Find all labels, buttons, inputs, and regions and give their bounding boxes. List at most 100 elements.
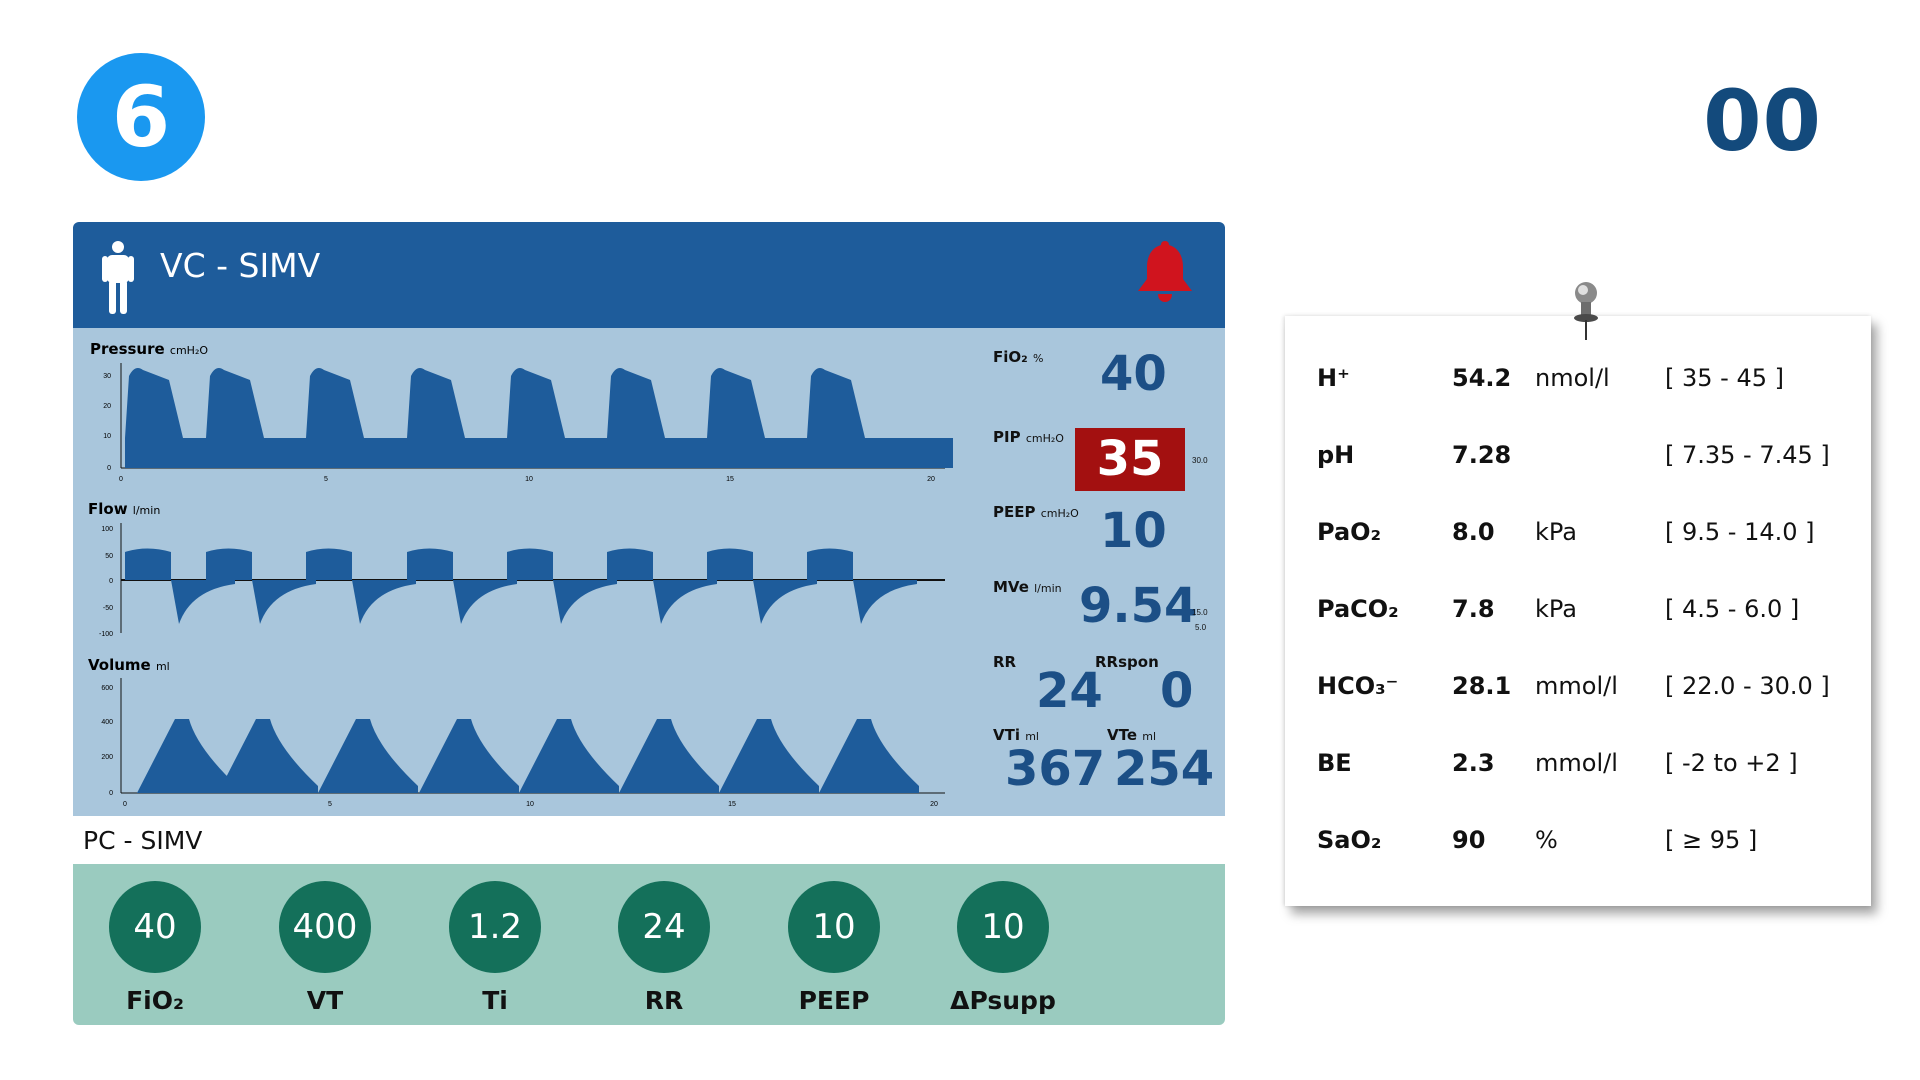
flow-plot: Flow l/min 100 50 0 -50 -100 bbox=[88, 500, 945, 638]
lab-row: SaO₂ 90 % [ ≥ 95 ] bbox=[1285, 826, 1871, 866]
knob-fio2[interactable]: 40 bbox=[109, 881, 201, 973]
peep-value: 10 bbox=[1100, 503, 1167, 559]
vte-value: 254 bbox=[1114, 741, 1215, 797]
lab-name: pH bbox=[1317, 441, 1355, 469]
timer: 00 bbox=[1703, 72, 1822, 170]
pressure-ytick: 20 bbox=[103, 403, 111, 410]
lab-value: 7.28 bbox=[1452, 441, 1512, 469]
knob-peep-label: PEEP bbox=[798, 986, 870, 1015]
volume-xtick: 0 bbox=[123, 801, 127, 808]
lab-row: pH 7.28 [ 7.35 - 7.45 ] bbox=[1285, 441, 1871, 481]
knob-fio2-label: FiO₂ bbox=[126, 986, 184, 1015]
lab-name: PaO₂ bbox=[1317, 518, 1382, 546]
lab-row: PaCO₂ 7.8 kPa [ 4.5 - 6.0 ] bbox=[1285, 595, 1871, 635]
pressure-xtick: 15 bbox=[726, 476, 734, 483]
rrspon-label: RRspon bbox=[1095, 653, 1159, 671]
flow-ytick: 0 bbox=[109, 578, 113, 585]
lab-value: 54.2 bbox=[1452, 364, 1512, 392]
lab-unit: mmol/l bbox=[1535, 749, 1618, 777]
pressure-xtick: 10 bbox=[525, 476, 533, 483]
lab-row: H⁺ 54.2 nmol/l [ 35 - 45 ] bbox=[1285, 364, 1871, 404]
lab-range: [ -2 to +2 ] bbox=[1665, 749, 1798, 777]
knob-rr[interactable]: 24 bbox=[618, 881, 710, 973]
pressure-ytick: 30 bbox=[103, 373, 111, 380]
pushpin-icon bbox=[1574, 282, 1598, 340]
knob-rr-label: RR bbox=[644, 986, 684, 1015]
flow-label: Flow l/min bbox=[88, 500, 160, 518]
volume-xtick: 20 bbox=[930, 801, 938, 808]
vti-value: 367 bbox=[1005, 741, 1106, 797]
lab-value: 90 bbox=[1452, 826, 1486, 854]
pip-label: PIP cmH₂O bbox=[993, 428, 1064, 446]
pressure-ytick: 0 bbox=[107, 465, 111, 472]
volume-label: Volume ml bbox=[88, 656, 170, 674]
flow-waveform bbox=[125, 548, 917, 624]
rr-label: RR bbox=[993, 653, 1017, 671]
lab-name: BE bbox=[1317, 749, 1352, 777]
volume-xtick: 15 bbox=[728, 801, 736, 808]
pip-value: 35 bbox=[1096, 431, 1164, 487]
ventilator-monitor: VC - SIMV Pressure cmH₂O 30 20 10 0 0 5 … bbox=[73, 222, 1225, 816]
lab-name: PaCO₂ bbox=[1317, 595, 1399, 623]
knob-psupp-label: ΔPsupp bbox=[950, 986, 1056, 1015]
pressure-waveform bbox=[125, 368, 953, 468]
volume-plot: Volume ml 600 400 200 0 0 5 10 15 20 bbox=[88, 656, 945, 808]
knob-ti[interactable]: 1.2 bbox=[449, 881, 541, 973]
volume-xtick: 10 bbox=[526, 801, 534, 808]
volume-ytick: 600 bbox=[101, 685, 113, 692]
lab-value: 28.1 bbox=[1452, 672, 1512, 700]
lab-unit: kPa bbox=[1535, 595, 1577, 623]
pressure-label: Pressure cmH₂O bbox=[90, 340, 208, 358]
ventilation-mode-title: VC - SIMV bbox=[160, 246, 321, 285]
pressure-ytick: 10 bbox=[103, 433, 111, 440]
mve-label: MVe l/min bbox=[993, 578, 1062, 596]
blood-gas-card: H⁺ 54.2 nmol/l [ 35 - 45 ] pH 7.28 [ 7.3… bbox=[1285, 316, 1871, 906]
lab-row: BE 2.3 mmol/l [ -2 to +2 ] bbox=[1285, 749, 1871, 789]
settings-panel: 40 FiO₂ 400 VT 1.2 Ti 24 RR 10 PEEP 10 Δ… bbox=[73, 864, 1225, 1025]
vti-label: VTi ml bbox=[993, 726, 1039, 744]
rrspon-value: 0 bbox=[1160, 663, 1194, 719]
flow-ytick: -100 bbox=[99, 631, 113, 638]
rr-value: 24 bbox=[1036, 663, 1103, 719]
pip-alarm-box: 35 bbox=[1075, 428, 1185, 491]
pressure-xtick: 0 bbox=[119, 476, 123, 483]
fio2-label: FiO₂ % bbox=[993, 348, 1044, 366]
lab-range: [ 4.5 - 6.0 ] bbox=[1665, 595, 1800, 623]
person-icon bbox=[102, 241, 134, 314]
bell-icon[interactable] bbox=[1134, 239, 1196, 303]
pressure-plot: Pressure cmH₂O 30 20 10 0 0 5 10 15 20 bbox=[90, 340, 953, 483]
knob-peep[interactable]: 10 bbox=[788, 881, 880, 973]
fio2-value: 40 bbox=[1100, 346, 1167, 402]
lab-unit: mmol/l bbox=[1535, 672, 1618, 700]
lab-range: [ 7.35 - 7.45 ] bbox=[1665, 441, 1830, 469]
volume-ytick: 200 bbox=[101, 754, 113, 761]
lab-unit: nmol/l bbox=[1535, 364, 1610, 392]
waveform-plots: Pressure cmH₂O 30 20 10 0 0 5 10 15 20 F… bbox=[88, 340, 953, 808]
knob-ti-label: Ti bbox=[482, 986, 508, 1015]
vte-label: VTe ml bbox=[1107, 726, 1157, 744]
knob-psupp[interactable]: 10 bbox=[957, 881, 1049, 973]
lab-unit: kPa bbox=[1535, 518, 1577, 546]
volume-ytick: 0 bbox=[109, 790, 113, 797]
lab-row: PaO₂ 8.0 kPa [ 9.5 - 14.0 ] bbox=[1285, 518, 1871, 558]
lab-row: HCO₃⁻ 28.1 mmol/l [ 22.0 - 30.0 ] bbox=[1285, 672, 1871, 712]
flow-ytick: 100 bbox=[101, 526, 113, 533]
pressure-xtick: 20 bbox=[927, 476, 935, 483]
lab-name: H⁺ bbox=[1317, 364, 1350, 392]
settings-mode-label: PC - SIMV bbox=[83, 826, 203, 855]
knob-vt[interactable]: 400 bbox=[279, 881, 371, 973]
monitor-display: Pressure cmH₂O 30 20 10 0 0 5 10 15 20 F… bbox=[73, 328, 1225, 816]
volume-waveform bbox=[137, 719, 919, 793]
flow-ytick: -50 bbox=[103, 605, 113, 612]
mve-value: 9.54 bbox=[1079, 578, 1198, 634]
lab-range: [ 35 - 45 ] bbox=[1665, 364, 1784, 392]
peep-label: PEEP cmH₂O bbox=[993, 503, 1079, 521]
monitor-header: VC - SIMV bbox=[73, 222, 1225, 328]
lab-range: [ 22.0 - 30.0 ] bbox=[1665, 672, 1830, 700]
knob-vt-label: VT bbox=[306, 986, 344, 1015]
case-number-badge: 6 bbox=[77, 53, 205, 181]
lab-name: SaO₂ bbox=[1317, 826, 1382, 854]
mve-limit-high: 15.0 bbox=[1192, 608, 1208, 617]
volume-xtick: 5 bbox=[328, 801, 332, 808]
flow-ytick: 50 bbox=[105, 553, 113, 560]
